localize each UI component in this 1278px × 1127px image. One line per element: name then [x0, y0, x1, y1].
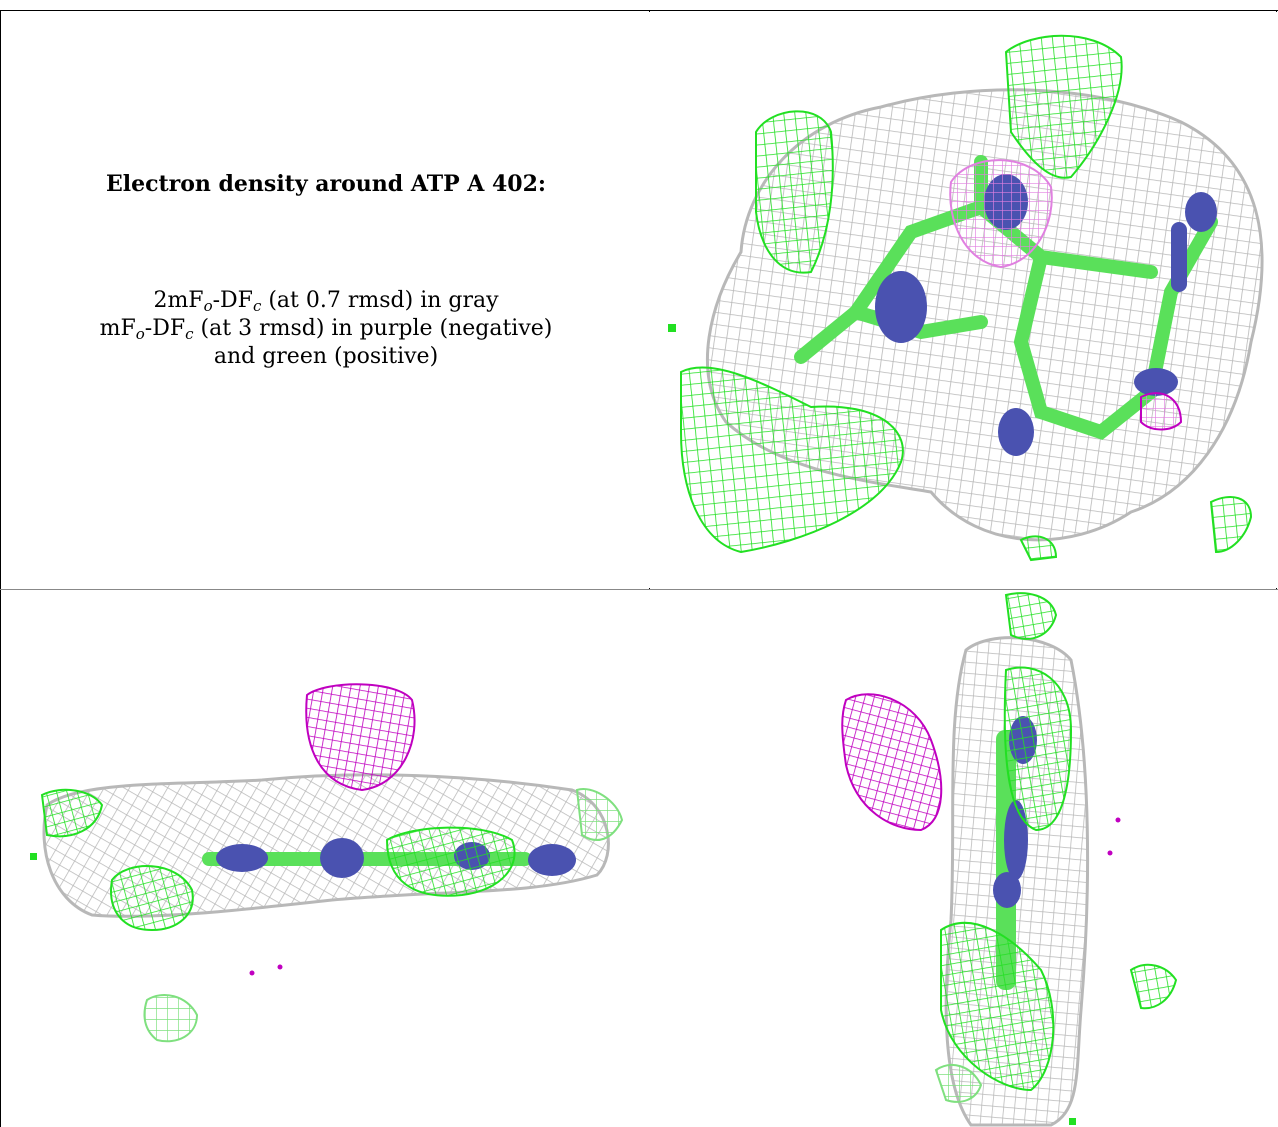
- positive-density-top: [1004, 34, 1123, 179]
- legend-caption: Electron density around ATP A 402: 2mFo-…: [2, 12, 650, 588]
- positive-density-speck: [668, 324, 676, 332]
- density-render-side: [30, 683, 624, 1043]
- light-density-lower: [143, 994, 199, 1043]
- negative-density-speck-a: [249, 970, 255, 976]
- view-top-right: [651, 12, 1277, 588]
- middle-horizontal-rule: [0, 589, 1278, 590]
- positive-density-left-end: [110, 865, 194, 932]
- negative-density-speck-c: [1115, 817, 1121, 823]
- ligand-atoms: [875, 174, 1217, 456]
- negative-density-speck-d: [1107, 850, 1113, 856]
- figure-title: Electron density around ATP A 402:: [105, 171, 547, 197]
- left-rule: [0, 10, 1, 1127]
- positive-density-lower: [940, 921, 1055, 1092]
- positive-density-top-cap: [1004, 592, 1058, 640]
- positive-density-speck-side: [30, 853, 37, 860]
- positive-density-speck-end: [1069, 1118, 1076, 1125]
- legend-line-2fo-fc: 2mFo-DFc (at 0.7 rmsd) in gray: [153, 288, 499, 315]
- negative-density-speck-b: [277, 964, 283, 970]
- density-render-top: [668, 34, 1264, 562]
- positive-density-center: [385, 826, 516, 897]
- top-rule: [0, 10, 1278, 11]
- positive-density-bottom-left: [680, 366, 904, 554]
- positive-density-bottom: [1019, 535, 1058, 562]
- negative-density-above: [305, 683, 416, 792]
- light-density-bottom-left: [934, 1064, 983, 1103]
- negative-density-pink: [949, 159, 1053, 269]
- view-bottom-right: [651, 590, 1277, 1127]
- negative-density-magenta: [1140, 392, 1183, 431]
- positive-density-far-right: [1209, 496, 1253, 554]
- light-density-right: [575, 788, 624, 841]
- view-bottom-left: [2, 590, 650, 1127]
- positive-density-upper: [1003, 666, 1073, 832]
- positive-density-far-left: [40, 788, 104, 838]
- negative-density-left: [841, 693, 943, 832]
- density-render-end: [841, 592, 1178, 1127]
- positive-density-right: [1129, 963, 1178, 1010]
- caption-cell: Electron density around ATP A 402: 2mFo-…: [2, 12, 650, 588]
- legend-line-fo-fc: mFo-DFc (at 3 rmsd) in purple (negative): [99, 316, 553, 343]
- legend-line-positive: and green (positive): [213, 344, 439, 369]
- positive-density-left: [755, 110, 834, 274]
